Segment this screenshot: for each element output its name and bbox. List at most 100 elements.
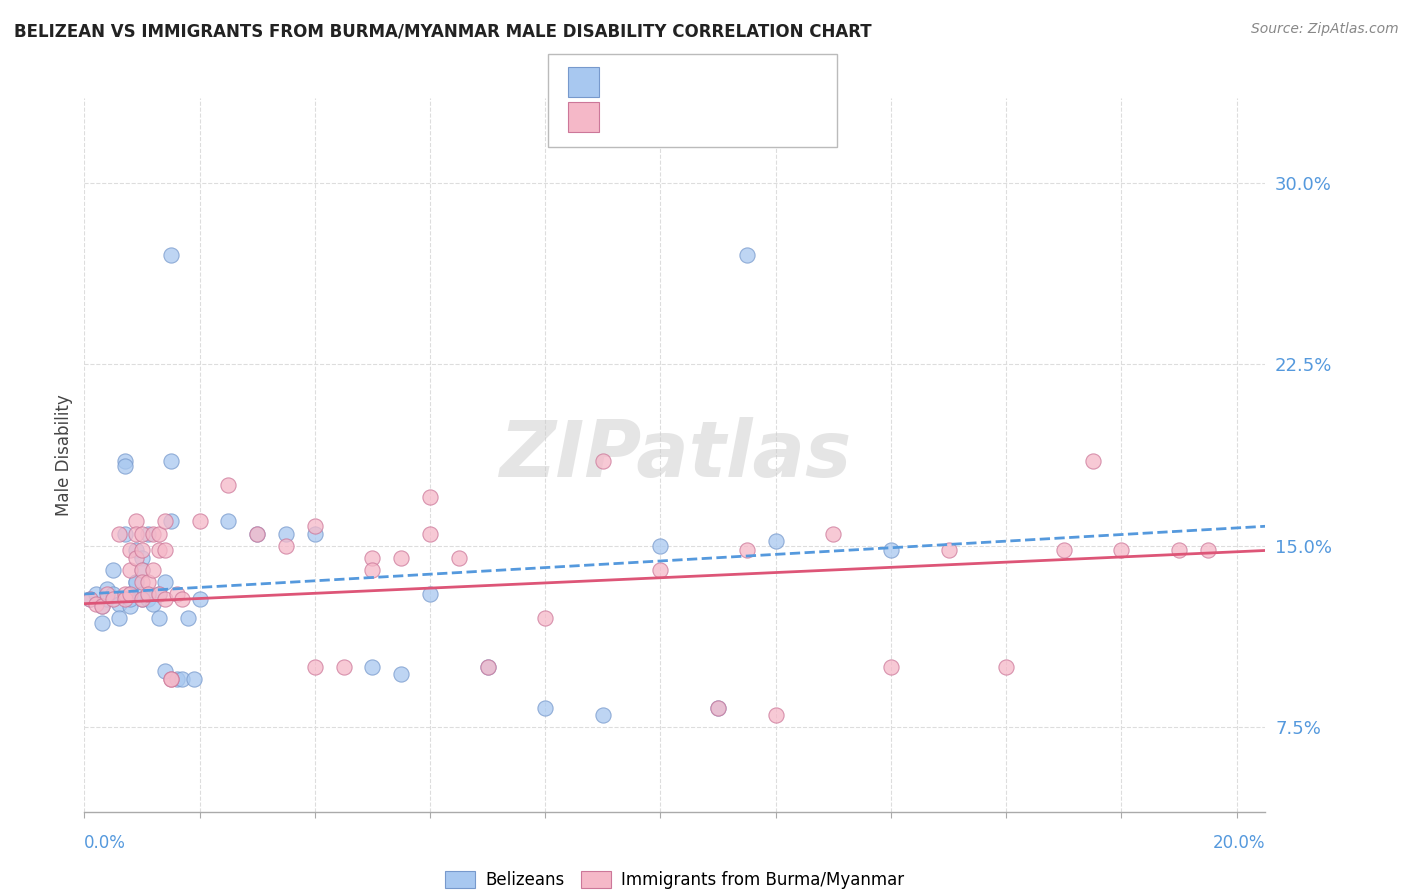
Point xyxy=(125,574,148,589)
Point xyxy=(477,659,499,673)
Point xyxy=(938,543,960,558)
Point xyxy=(389,666,412,681)
Point xyxy=(131,574,153,589)
Point xyxy=(114,587,136,601)
Point xyxy=(592,454,614,468)
Point xyxy=(84,587,107,601)
Point xyxy=(148,611,170,625)
Point xyxy=(765,533,787,548)
Point xyxy=(1081,454,1104,468)
Point xyxy=(125,515,148,529)
Point xyxy=(120,599,142,613)
Point xyxy=(148,587,170,601)
Point xyxy=(823,526,845,541)
Point xyxy=(153,574,176,589)
Point xyxy=(188,591,211,606)
Point xyxy=(125,543,148,558)
Point xyxy=(419,587,441,601)
Point xyxy=(650,539,672,553)
Point xyxy=(183,672,205,686)
Point xyxy=(153,591,176,606)
Point xyxy=(84,597,107,611)
Point xyxy=(148,526,170,541)
Point xyxy=(246,526,269,541)
Text: 0.0%: 0.0% xyxy=(84,834,127,852)
Point xyxy=(159,248,181,262)
Point xyxy=(172,591,194,606)
Point xyxy=(120,587,142,601)
Point xyxy=(188,515,211,529)
Point xyxy=(274,539,297,553)
Point xyxy=(96,587,118,601)
Point xyxy=(735,543,758,558)
Point xyxy=(120,563,142,577)
Point xyxy=(125,550,148,565)
Point xyxy=(131,563,153,577)
Point xyxy=(136,587,159,601)
Text: Source: ZipAtlas.com: Source: ZipAtlas.com xyxy=(1251,22,1399,37)
Point xyxy=(361,563,384,577)
Point xyxy=(765,708,787,723)
Point xyxy=(361,550,384,565)
Point xyxy=(96,591,118,606)
Y-axis label: Male Disability: Male Disability xyxy=(55,394,73,516)
Point xyxy=(131,563,153,577)
Point xyxy=(131,526,153,541)
Point xyxy=(1197,543,1219,558)
Point xyxy=(166,672,188,686)
Point xyxy=(90,599,112,613)
Point xyxy=(125,574,148,589)
Point xyxy=(79,591,101,606)
Point xyxy=(101,563,124,577)
Point xyxy=(153,665,176,679)
Point xyxy=(332,659,354,673)
Point xyxy=(114,526,136,541)
Point xyxy=(419,490,441,504)
Point xyxy=(131,591,153,606)
Legend: Belizeans, Immigrants from Burma/Myanmar: Belizeans, Immigrants from Burma/Myanmar xyxy=(439,864,911,892)
Point xyxy=(131,543,153,558)
Point xyxy=(79,591,101,606)
Point xyxy=(159,454,181,468)
Point xyxy=(131,587,153,601)
Point xyxy=(136,526,159,541)
Point xyxy=(90,599,112,613)
Point xyxy=(148,543,170,558)
Point xyxy=(125,526,148,541)
Point xyxy=(136,574,159,589)
Point xyxy=(246,526,269,541)
Point xyxy=(114,454,136,468)
Point xyxy=(142,526,165,541)
Point xyxy=(101,591,124,606)
Point xyxy=(114,591,136,606)
Point xyxy=(177,611,200,625)
Point xyxy=(477,659,499,673)
Text: 20.0%: 20.0% xyxy=(1213,834,1265,852)
Point xyxy=(361,659,384,673)
Point xyxy=(304,526,326,541)
Point xyxy=(131,550,153,565)
Point xyxy=(707,700,730,714)
Point xyxy=(304,519,326,533)
Point xyxy=(534,700,557,714)
Point xyxy=(534,611,557,625)
Point xyxy=(120,587,142,601)
Point xyxy=(101,587,124,601)
Point xyxy=(120,591,142,606)
Point xyxy=(707,700,730,714)
Point xyxy=(166,587,188,601)
Point xyxy=(995,659,1018,673)
Point xyxy=(114,458,136,473)
Point xyxy=(592,708,614,723)
Point xyxy=(274,526,297,541)
Point xyxy=(96,582,118,597)
Point xyxy=(142,563,165,577)
Point xyxy=(304,659,326,673)
Point xyxy=(159,672,181,686)
Point xyxy=(159,515,181,529)
Point xyxy=(172,672,194,686)
Point xyxy=(1111,543,1133,558)
Point xyxy=(120,543,142,558)
Text: R = 0.090   N = 53: R = 0.090 N = 53 xyxy=(609,73,779,91)
Point xyxy=(108,526,131,541)
